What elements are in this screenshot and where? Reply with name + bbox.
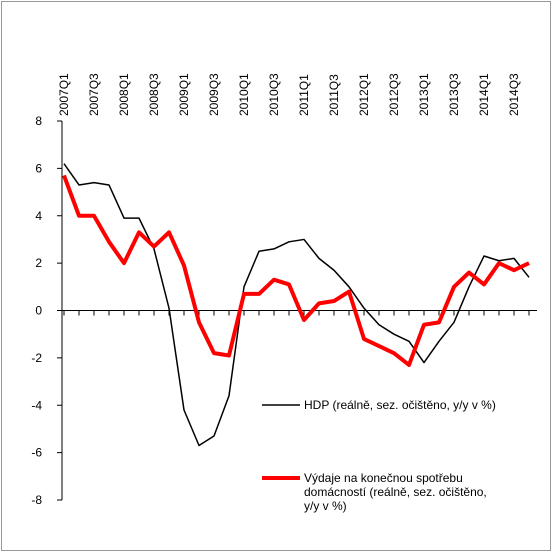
legend-entry: Výdaje na konečnou spotřebu domácností (… [304,471,487,513]
x-tick-label: 2010Q3 [267,73,281,116]
x-tick-label: 2007Q3 [87,73,101,116]
x-tick-label: 2013Q1 [417,73,431,116]
y-tick-label: 2 [35,256,42,270]
y-tick-label: -8 [31,493,42,507]
y-tick-label: 8 [35,114,42,128]
y-tick-label: -6 [31,446,42,460]
x-tick-label: 2012Q1 [357,73,371,116]
x-tick-label: 2007Q1 [57,73,71,116]
x-tick-label: 2014Q1 [477,73,491,116]
x-tick-label: 2012Q3 [387,73,401,116]
x-tick-label: 2010Q1 [237,73,251,116]
x-tick-label: 2009Q3 [207,73,221,116]
x-tick-label: 2009Q1 [177,73,191,116]
series-line [62,174,530,367]
y-tick-label: -4 [31,398,42,412]
series-line [63,163,530,447]
x-tick-label: 2008Q1 [117,73,131,116]
x-tick-label: 2014Q3 [507,73,521,116]
y-tick-label: 4 [35,209,42,223]
x-tick-label: 2008Q3 [147,73,161,116]
x-tick-label: 2011Q3 [327,74,341,116]
legend-entry: HDP (reálně, sez. očištěno, y/y v %) [304,398,496,412]
y-tick-label: 0 [35,304,42,318]
x-tick-label: 2013Q3 [447,73,461,116]
x-tick-label: 2011Q1 [297,74,311,116]
y-tick-label: -2 [31,351,42,365]
y-tick-label: 6 [35,161,42,175]
